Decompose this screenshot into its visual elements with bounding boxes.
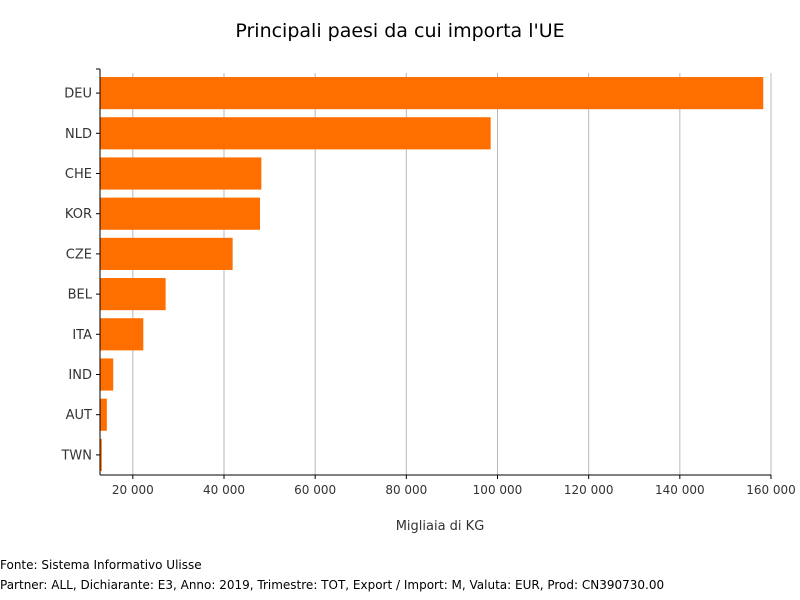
y-tick-label: CZE <box>66 247 92 262</box>
footer-source: Fonte: Sistema Informativo Ulisse <box>0 558 202 572</box>
y-tick-label: DEU <box>64 87 92 102</box>
bar-ind <box>100 358 114 391</box>
bar-deu <box>100 77 764 110</box>
y-tick-label: NLD <box>65 127 92 142</box>
x-tick-label: 60 000 <box>294 483 336 497</box>
bars <box>100 77 764 471</box>
axes <box>96 68 772 479</box>
y-tick-label: BEL <box>68 288 93 303</box>
x-tick-label: 80 000 <box>385 483 427 497</box>
gridlines <box>132 73 772 475</box>
y-tick-label: CHE <box>65 167 92 182</box>
x-tick-label: 140 000 <box>655 483 705 497</box>
y-tick-label: TWN <box>60 448 92 463</box>
y-tick-label: AUT <box>66 408 92 423</box>
y-tick-label: KOR <box>65 207 92 222</box>
x-tick-label: 100 000 <box>473 483 523 497</box>
chart-title: Principali paesi da cui importa l'UE <box>235 20 565 42</box>
x-tick-label: 20 000 <box>112 483 154 497</box>
bar-kor <box>100 197 261 230</box>
x-axis-label: Migliaia di KG <box>396 519 485 534</box>
x-tick-label: 40 000 <box>203 483 245 497</box>
x-tick-label: 160 000 <box>746 483 796 497</box>
bar-bel <box>100 278 166 311</box>
bar-che <box>100 157 262 190</box>
tick-labels: 20 000 40 000 60 000 80 000 100 000 120 000 14… <box>60 87 795 497</box>
y-tick-label: ITA <box>72 328 92 343</box>
y-tick-label: IND <box>68 368 92 383</box>
bar-nld <box>100 117 491 150</box>
x-tick-label: 120 000 <box>564 483 614 497</box>
footer-params: Partner: ALL, Dichiarante: E3, Anno: 201… <box>0 578 665 592</box>
bar-cze <box>100 237 233 270</box>
bar-aut <box>100 398 107 431</box>
bar-twn <box>100 438 102 471</box>
bar-ita <box>100 318 144 351</box>
